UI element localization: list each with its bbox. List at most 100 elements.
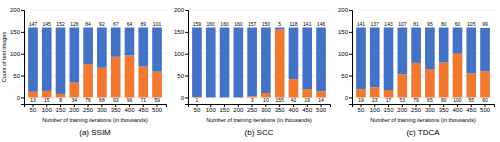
bar-segment: [247, 27, 257, 96]
y-tick-mark: [349, 54, 352, 55]
y-tick: 200: [338, 7, 352, 13]
y-tick-label: 50: [13, 73, 20, 79]
data-label: 14: [318, 97, 324, 103]
x-tick-label: 300: [97, 107, 108, 113]
bar-segment: [69, 83, 79, 98]
y-tick: 50: [177, 73, 188, 79]
y-tick-label: 150: [174, 29, 185, 35]
x-tick-label: 500: [316, 107, 327, 113]
x-axis: 50100150200250300350400450500: [25, 104, 167, 113]
data-label: 145: [43, 21, 52, 27]
bar-segment: [138, 27, 148, 66]
bar-segment: [69, 27, 79, 82]
bar-segment: [453, 54, 463, 98]
x-tick: 150: [220, 104, 231, 113]
bar-segment: [138, 66, 148, 97]
x-tick: 400: [288, 104, 299, 113]
y-tick: 100: [174, 51, 188, 57]
x-tick-label: 350: [275, 107, 286, 113]
y-tick: 50: [13, 73, 24, 79]
bar-segment: [289, 27, 299, 79]
data-label: 126: [70, 21, 79, 27]
data-label: 141: [303, 21, 312, 27]
data-label: 60: [455, 21, 461, 27]
x-tick: 100: [206, 104, 217, 113]
data-label: 160: [207, 21, 216, 27]
data-label: 95: [427, 21, 433, 27]
x-tick: 450: [302, 104, 313, 113]
x-tick: 100: [42, 104, 53, 113]
x-tick-label: 350: [439, 107, 450, 113]
bar-segment: [261, 27, 271, 93]
y-tick-label: 0: [181, 95, 185, 101]
data-label: 10: [263, 97, 269, 103]
bar-segment: [356, 27, 366, 89]
x-tick-label: 200: [69, 107, 80, 113]
x-tick-label: 100: [206, 107, 217, 113]
y-tick-mark: [21, 32, 24, 33]
data-label: 99: [482, 21, 488, 27]
x-tick-label: 300: [425, 107, 436, 113]
data-label: 155: [276, 97, 285, 103]
bar-segment: [439, 62, 449, 97]
x-tick-label: 450: [302, 107, 313, 113]
y-tick: 200: [10, 7, 24, 13]
bar-segment: [125, 55, 135, 97]
x-tick: 400: [124, 104, 135, 113]
bar-segment: [397, 74, 407, 97]
data-label: 55: [468, 97, 474, 103]
x-axis: 50100150200250300350400450500: [189, 104, 331, 113]
y-tick-label: 100: [10, 51, 21, 57]
x-tick: 200: [397, 104, 408, 113]
data-label: 34: [72, 97, 78, 103]
bar-segment: [97, 68, 107, 98]
bar-segment: [370, 27, 380, 87]
data-label: 141: [357, 21, 366, 27]
data-label: 59: [154, 97, 160, 103]
data-label: 8: [59, 97, 62, 103]
bar-segment: [275, 30, 285, 98]
data-label: 107: [398, 21, 407, 27]
x-tick-label: 100: [42, 107, 53, 113]
data-label: 79: [413, 97, 419, 103]
y-tick-mark: [185, 97, 188, 98]
y-tick-mark: [21, 97, 24, 98]
x-tick: 300: [97, 104, 108, 113]
data-label: 1: [196, 97, 199, 103]
y-tick: 200: [174, 7, 188, 13]
data-label: 159: [193, 21, 202, 27]
data-label: 84: [85, 21, 91, 27]
x-tick-label: 50: [358, 107, 365, 113]
bar-segment: [302, 89, 312, 97]
data-label: 60: [482, 97, 488, 103]
bar-segment: [152, 27, 162, 71]
bar-segment: [220, 27, 230, 97]
panel-title: (a) SSIM: [79, 128, 111, 137]
x-tick-label: 500: [152, 107, 163, 113]
bar-segment: [439, 27, 449, 62]
bar-segment: [42, 27, 52, 90]
grid-line: [352, 10, 494, 11]
y-tick-mark: [185, 10, 188, 11]
x-tick-label: 400: [124, 107, 135, 113]
y-tick: 150: [338, 29, 352, 35]
x-tick: 450: [466, 104, 477, 113]
data-label: 80: [441, 97, 447, 103]
bar-segment: [466, 73, 476, 97]
bars: [192, 27, 326, 97]
x-axis-title: Number of training iterations (in thousa…: [370, 117, 476, 123]
y-tick-mark: [185, 54, 188, 55]
data-label: 76: [85, 97, 91, 103]
x-tick: 200: [69, 104, 80, 113]
bar-segment: [289, 79, 299, 97]
y-tick-mark: [349, 10, 352, 11]
data-label: 19: [358, 97, 364, 103]
y-axis: 050100150200: [10, 7, 25, 104]
x-tick: 250: [83, 104, 94, 113]
bar-segment: [56, 27, 66, 93]
data-label: 150: [262, 21, 271, 27]
data-label: 42: [291, 97, 297, 103]
x-tick-label: 150: [384, 107, 395, 113]
y-tick-mark: [185, 32, 188, 33]
data-label: 13: [30, 97, 36, 103]
